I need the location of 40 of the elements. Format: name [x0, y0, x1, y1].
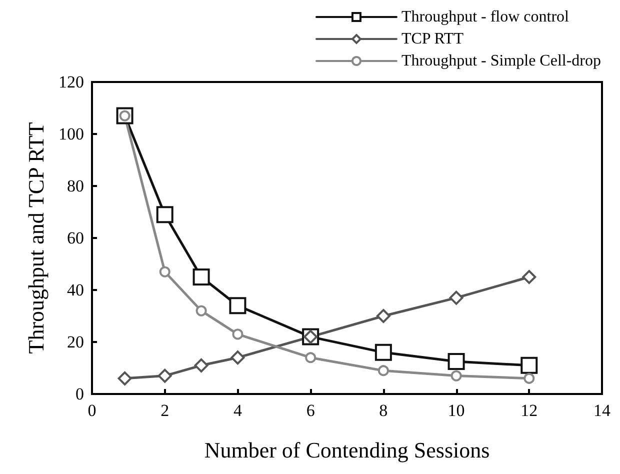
y-tick-label: 0 [76, 384, 84, 404]
point [448, 353, 465, 370]
point [159, 266, 170, 278]
x-axis-title: Number of Contending Sessions [204, 438, 490, 462]
legend-label: Throughput - Simple Cell-drop [401, 52, 601, 70]
point [230, 350, 245, 365]
point [158, 368, 172, 383]
y-axis-title: Throughput and TCP RTT [24, 122, 48, 354]
point [156, 206, 174, 224]
legend-label: TCP RTT [401, 30, 464, 48]
point [378, 365, 389, 376]
x-tick-label: 2 [160, 401, 170, 420]
x-tick-label: 10 [448, 401, 465, 420]
point [450, 370, 462, 382]
point [305, 352, 316, 364]
point [229, 297, 246, 314]
x-tick-label: 0 [88, 401, 96, 420]
point [118, 371, 132, 386]
y-tick-label: 120 [58, 72, 84, 92]
y-tick-label: 60 [67, 228, 84, 248]
point [524, 372, 535, 384]
point [376, 309, 390, 323]
x-tick-label: 8 [379, 401, 388, 420]
point [522, 270, 536, 284]
x-tick-label: 12 [520, 401, 538, 420]
x-tick-label: 4 [233, 401, 242, 420]
y-tick-label: 80 [67, 176, 84, 196]
y-tick-label: 40 [67, 280, 84, 300]
x-tick-label: 14 [594, 401, 611, 420]
point [192, 268, 210, 286]
point [194, 358, 208, 372]
y-tick-label: 20 [67, 332, 84, 352]
point [520, 356, 538, 374]
legend-label: Throughput - flow control [401, 8, 570, 26]
point [449, 290, 464, 305]
point [232, 328, 244, 340]
x-tick-label: 6 [306, 401, 315, 420]
point [196, 305, 207, 316]
y-tick-label: 100 [58, 124, 84, 144]
point [374, 344, 392, 361]
